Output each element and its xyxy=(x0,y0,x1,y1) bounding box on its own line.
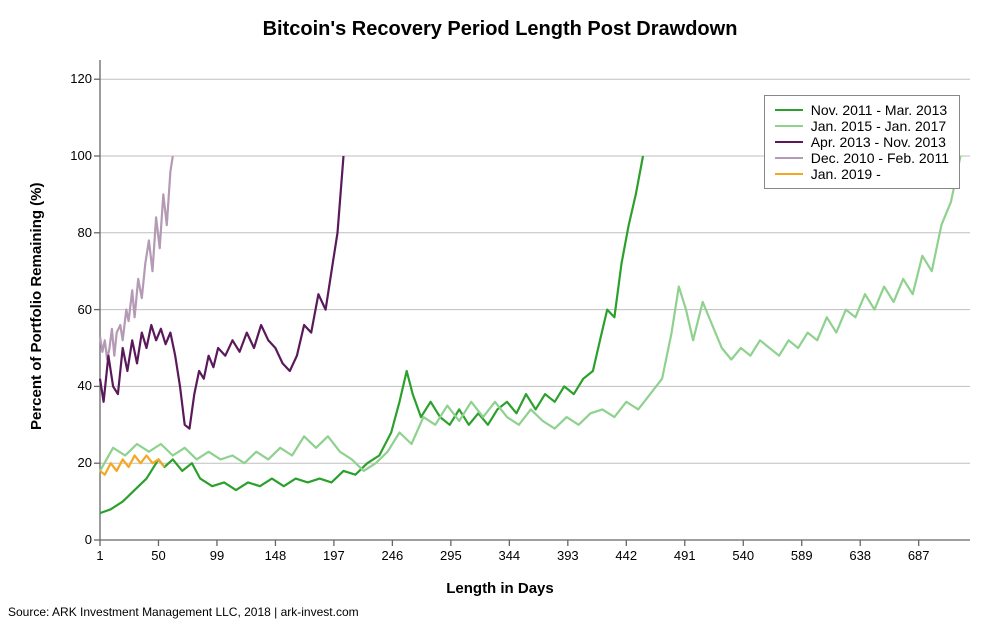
legend-label: Dec. 2010 - Feb. 2011 xyxy=(811,150,949,166)
x-tick-label: 197 xyxy=(323,548,345,563)
x-tick-label: 393 xyxy=(557,548,579,563)
y-tick-label: 20 xyxy=(52,455,92,470)
series-jan2015 xyxy=(100,156,961,471)
x-tick-label: 491 xyxy=(674,548,696,563)
chart-title: Bitcoin's Recovery Period Length Post Dr… xyxy=(0,18,1000,41)
legend-label: Nov. 2011 - Mar. 2013 xyxy=(811,102,947,118)
x-tick-label: 344 xyxy=(498,548,520,563)
x-axis-label: Length in Days xyxy=(0,580,1000,597)
legend-swatch xyxy=(775,173,803,175)
x-tick-label: 589 xyxy=(791,548,813,563)
x-tick-label: 540 xyxy=(732,548,754,563)
y-tick-label: 80 xyxy=(52,225,92,240)
legend-swatch xyxy=(775,141,803,143)
legend-label: Apr. 2013 - Nov. 2013 xyxy=(811,134,946,150)
chart-container: Bitcoin's Recovery Period Length Post Dr… xyxy=(0,0,1000,625)
series-nov2011 xyxy=(100,156,643,513)
legend-item: Apr. 2013 - Nov. 2013 xyxy=(775,134,949,150)
x-tick-label: 687 xyxy=(908,548,930,563)
y-tick-label: 100 xyxy=(52,148,92,163)
y-tick-label: 120 xyxy=(52,71,92,86)
x-tick-label: 1 xyxy=(96,548,103,563)
x-tick-label: 295 xyxy=(440,548,462,563)
legend-swatch xyxy=(775,157,803,159)
x-tick-label: 99 xyxy=(210,548,224,563)
x-tick-label: 638 xyxy=(849,548,871,563)
legend-label: Jan. 2015 - Jan. 2017 xyxy=(811,118,946,134)
legend-item: Nov. 2011 - Mar. 2013 xyxy=(775,102,949,118)
legend-item: Dec. 2010 - Feb. 2011 xyxy=(775,150,949,166)
y-tick-label: 60 xyxy=(52,302,92,317)
legend-item: Jan. 2019 - xyxy=(775,166,949,182)
y-axis-label: Percent of Portfolio Remaining (%) xyxy=(28,182,45,430)
legend-label: Jan. 2019 - xyxy=(811,166,881,182)
y-tick-label: 0 xyxy=(52,532,92,547)
source-attribution: Source: ARK Investment Management LLC, 2… xyxy=(8,605,359,619)
x-tick-label: 442 xyxy=(615,548,637,563)
x-tick-label: 246 xyxy=(382,548,404,563)
x-tick-label: 50 xyxy=(151,548,165,563)
legend-item: Jan. 2015 - Jan. 2017 xyxy=(775,118,949,134)
legend-swatch xyxy=(775,109,803,111)
legend: Nov. 2011 - Mar. 2013Jan. 2015 - Jan. 20… xyxy=(764,95,960,189)
x-tick-label: 148 xyxy=(265,548,287,563)
y-tick-label: 40 xyxy=(52,378,92,393)
legend-swatch xyxy=(775,125,803,127)
